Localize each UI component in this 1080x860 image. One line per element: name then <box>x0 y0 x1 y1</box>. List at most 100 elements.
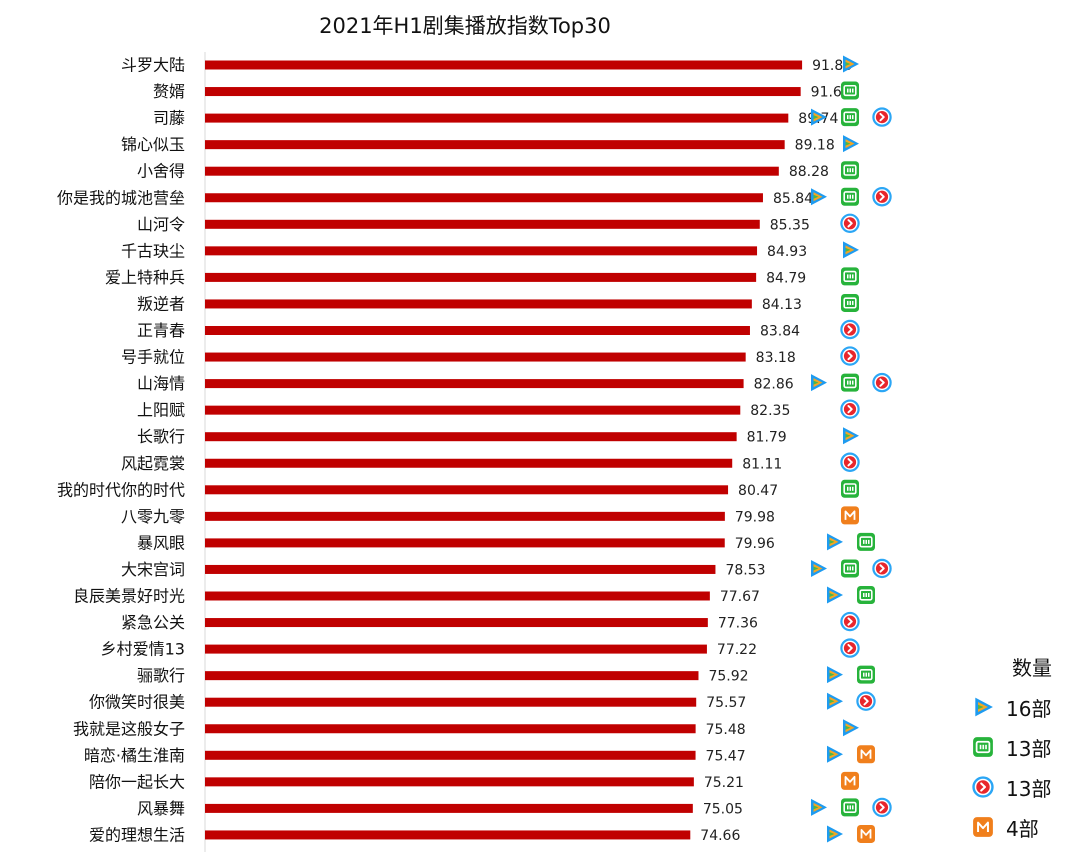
bar-row: 锦心似玉 89.18 <box>121 135 859 154</box>
value-label: 81.79 <box>747 430 787 446</box>
value-label: 84.79 <box>766 270 806 286</box>
youku-icon <box>872 558 892 579</box>
category-label: 号手就位 <box>121 348 185 367</box>
tencent-video-icon <box>827 692 843 710</box>
tencent-video-icon <box>827 666 843 684</box>
platform-icons <box>811 187 892 207</box>
bar <box>205 193 763 203</box>
youku-icon <box>972 776 994 798</box>
value-label: 83.84 <box>760 324 800 340</box>
iqiyi-icon <box>841 161 859 180</box>
bar-row: 风起霓裳 81.11 <box>121 452 860 473</box>
platform-icons <box>827 665 875 684</box>
youku-icon <box>840 346 860 366</box>
value-label: 79.98 <box>735 509 775 525</box>
value-label: 85.84 <box>773 191 813 207</box>
platform-icons <box>843 135 859 153</box>
category-label: 长歌行 <box>137 427 185 446</box>
bar <box>205 591 710 601</box>
category-label: 山海情 <box>137 374 185 393</box>
iqiyi-icon <box>841 81 859 100</box>
bar-row: 赘婿 91.64 <box>153 81 859 101</box>
bar <box>205 405 741 415</box>
platform-icons <box>811 558 892 579</box>
bar-row: 暴风眼 79.96 <box>137 532 875 552</box>
bar <box>205 87 801 97</box>
iqiyi-icon <box>841 267 859 286</box>
iqiyi-icon <box>857 532 875 551</box>
platform-icons <box>840 452 860 472</box>
youku-icon <box>872 372 892 393</box>
bar <box>205 166 779 176</box>
category-label: 暗恋·橘生淮南 <box>84 746 185 765</box>
category-label: 陪你一起长大 <box>89 772 185 791</box>
bar-row: 山河令 85.35 <box>137 213 860 234</box>
bar <box>205 618 708 628</box>
legend-swatch <box>973 737 993 757</box>
category-label: 爱的理想生活 <box>89 825 185 844</box>
youku-icon <box>856 691 876 711</box>
platform-icons <box>840 638 860 658</box>
bar-row: 我就是这般女子 75.48 <box>73 719 859 738</box>
iqiyi-icon <box>841 479 859 498</box>
bar <box>205 379 744 389</box>
category-label: 上阳赋 <box>137 401 185 420</box>
platform-icons <box>841 161 859 180</box>
youku-icon <box>840 319 860 340</box>
category-label: 风暴舞 <box>137 799 185 818</box>
iqiyi-icon <box>841 108 859 127</box>
youku-icon <box>872 797 892 818</box>
bar-row: 紧急公关 77.36 <box>121 611 860 632</box>
value-label: 84.13 <box>762 297 802 313</box>
tencent-video-icon <box>975 697 993 717</box>
iqiyi-icon <box>841 293 859 312</box>
category-label: 良辰美景好时光 <box>73 587 185 606</box>
tencent-video-icon <box>843 427 859 445</box>
bar <box>205 777 694 787</box>
chart-title: 2021年H1剧集播放指数Top30 <box>319 14 611 38</box>
bar <box>205 644 707 654</box>
value-label: 82.35 <box>750 403 790 419</box>
mango-tv-icon <box>857 745 875 764</box>
platform-icons <box>811 107 892 127</box>
value-label: 75.57 <box>706 695 746 711</box>
tencent-video-icon <box>843 719 859 737</box>
tencent-video-icon <box>827 745 843 763</box>
bar <box>205 830 691 840</box>
bar <box>205 697 697 707</box>
bar <box>205 511 725 521</box>
bar-row: 千古玦尘 84.93 <box>121 241 859 260</box>
platform-icons <box>843 241 859 259</box>
bar <box>205 724 696 734</box>
platform-icons <box>827 532 875 551</box>
category-label: 司藤 <box>153 109 185 128</box>
value-label: 75.92 <box>708 669 748 685</box>
legend-item: 13部 <box>960 727 1070 767</box>
value-label: 81.11 <box>742 456 782 472</box>
legend-swatch <box>973 817 993 837</box>
bar-row: 上阳赋 82.35 <box>137 399 860 420</box>
bar-row: 叛逆者 84.13 <box>137 293 859 313</box>
category-label: 八零九零 <box>121 507 185 526</box>
category-label: 你是我的城池营垒 <box>57 188 185 207</box>
value-label: 85.35 <box>770 217 810 233</box>
platform-icons <box>811 372 892 393</box>
category-label: 乡村爱情13 <box>101 640 185 659</box>
iqiyi-icon <box>841 187 859 206</box>
iqiyi-icon <box>841 559 859 578</box>
bar-row: 长歌行 81.79 <box>137 427 859 446</box>
platform-icons <box>841 771 859 790</box>
platform-icons <box>827 691 876 711</box>
iqiyi-icon <box>857 665 875 684</box>
bar-row: 山海情 82.86 <box>137 372 892 393</box>
platform-icons <box>827 586 875 604</box>
category-label: 山河令 <box>137 215 185 234</box>
bar <box>205 299 752 309</box>
platform-icons <box>827 824 875 843</box>
tencent-video-icon <box>827 825 843 843</box>
bar-row: 八零九零 79.98 <box>121 506 859 526</box>
bar-row: 乡村爱情13 77.22 <box>101 638 860 659</box>
platform-icons <box>841 293 859 312</box>
youku-icon <box>840 399 860 419</box>
iqiyi-icon <box>841 798 859 817</box>
